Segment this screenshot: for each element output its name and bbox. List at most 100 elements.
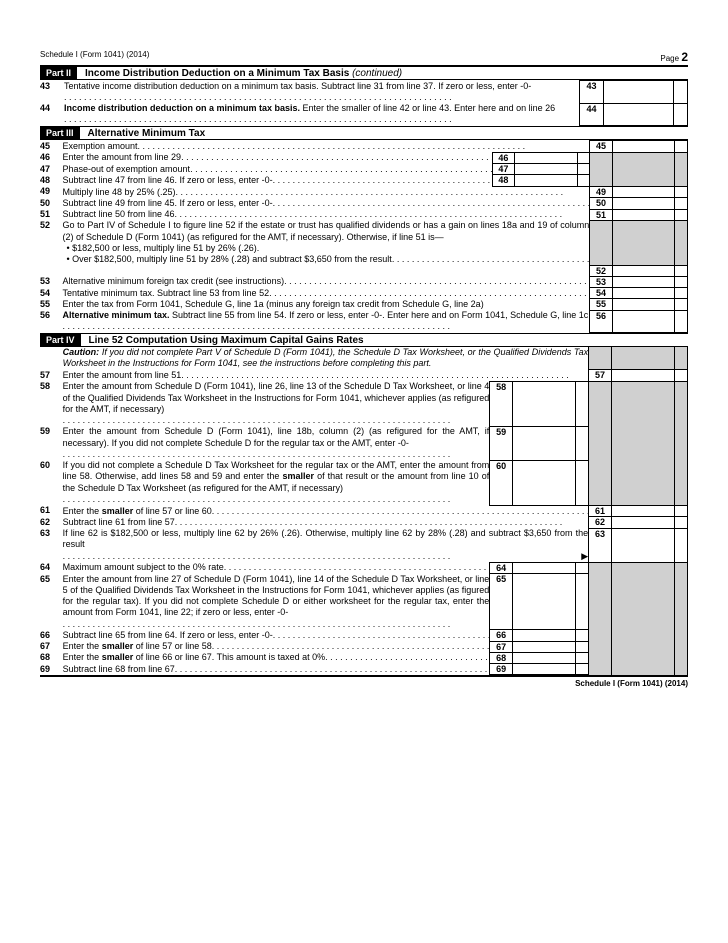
line-46-valb[interactable] bbox=[577, 152, 590, 163]
line-68-valb[interactable] bbox=[576, 652, 589, 663]
line-46-val[interactable] bbox=[515, 152, 578, 163]
line-68-no: 68 bbox=[40, 652, 63, 663]
line-65-box: 65 bbox=[490, 574, 513, 630]
line-45-no: 45 bbox=[40, 141, 62, 153]
line-43-desc: Tentative income distribution deduction … bbox=[64, 81, 580, 104]
line-68-val[interactable] bbox=[513, 652, 576, 663]
line-48-box: 48 bbox=[492, 175, 515, 186]
line-54-desc: Tentative minimum tax. Subtract line 53 … bbox=[62, 288, 589, 299]
line-55-no: 55 bbox=[40, 299, 62, 310]
line-57-no: 57 bbox=[40, 370, 63, 382]
line-44-valb[interactable] bbox=[674, 103, 688, 126]
line-53-no: 53 bbox=[40, 276, 62, 287]
line-46-desc: Enter the amount from line 29 bbox=[62, 152, 492, 163]
line-69-valb[interactable] bbox=[576, 664, 589, 675]
line-63-val[interactable] bbox=[611, 528, 674, 562]
line-56-valb[interactable] bbox=[675, 310, 688, 333]
line-58-desc: Enter the amount from Schedule D (Form 1… bbox=[63, 381, 490, 426]
line-59-valb[interactable] bbox=[576, 426, 589, 460]
line-61-valb[interactable] bbox=[675, 505, 688, 517]
line-51-val[interactable] bbox=[612, 209, 675, 220]
line-61-val[interactable] bbox=[611, 505, 674, 517]
line-51-valb[interactable] bbox=[675, 209, 688, 220]
line-55-valb[interactable] bbox=[675, 299, 688, 310]
line-60-box: 60 bbox=[490, 460, 513, 505]
line-66-box: 66 bbox=[490, 630, 513, 641]
shade-46 bbox=[590, 152, 613, 186]
line-67-val[interactable] bbox=[513, 641, 576, 652]
line-64-valb[interactable] bbox=[576, 562, 589, 573]
line-48-no: 48 bbox=[40, 175, 62, 186]
line-59-desc: Enter the amount from Schedule D (Form 1… bbox=[63, 426, 490, 460]
line-58-val[interactable] bbox=[513, 381, 576, 426]
line-62-val[interactable] bbox=[611, 517, 674, 528]
line-61-box: 61 bbox=[589, 505, 612, 517]
line-61-desc: Enter the smaller of line 57 or line 60 bbox=[63, 505, 589, 517]
line-65-valb[interactable] bbox=[576, 574, 589, 630]
line-57-valb[interactable] bbox=[675, 370, 688, 382]
line-64-no: 64 bbox=[40, 562, 63, 573]
line-45-valb[interactable] bbox=[675, 141, 688, 153]
line-52-box: 52 bbox=[590, 265, 613, 276]
line-60-val[interactable] bbox=[513, 460, 576, 505]
line-67-no: 67 bbox=[40, 641, 63, 652]
line-62-desc: Subtract line 61 from line 57 bbox=[63, 517, 589, 528]
line-44-val[interactable] bbox=[604, 103, 674, 126]
line-45-val[interactable] bbox=[612, 141, 675, 153]
line-43-val[interactable] bbox=[604, 81, 674, 104]
line-69-box: 69 bbox=[490, 664, 513, 675]
line-59-val[interactable] bbox=[513, 426, 576, 460]
line-53-valb[interactable] bbox=[675, 276, 688, 287]
form-footer: Schedule I (Form 1041) (2014) bbox=[40, 677, 688, 688]
line-57-desc: Enter the amount from line 51 bbox=[63, 370, 589, 382]
line-62-valb[interactable] bbox=[675, 517, 688, 528]
line-64-box: 64 bbox=[490, 562, 513, 573]
line-69-val[interactable] bbox=[513, 664, 576, 675]
line-51-box: 51 bbox=[590, 209, 613, 220]
line-60-desc: If you did not complete a Schedule D Tax… bbox=[63, 460, 490, 505]
form-header: Schedule I (Form 1041) (2014) Page 2 bbox=[40, 50, 688, 66]
line-48-desc: Subtract line 47 from line 46. If zero o… bbox=[62, 175, 492, 186]
line-66-val[interactable] bbox=[513, 630, 576, 641]
line-64-val[interactable] bbox=[513, 562, 576, 573]
line-55-val[interactable] bbox=[612, 299, 675, 310]
line-58-box: 58 bbox=[490, 381, 513, 426]
part2-table: 43 Tentative income distribution deducti… bbox=[40, 80, 688, 126]
line-67-valb[interactable] bbox=[576, 641, 589, 652]
line-47-valb[interactable] bbox=[577, 164, 590, 175]
line-47-val[interactable] bbox=[515, 164, 578, 175]
part2-label: Part II bbox=[40, 67, 77, 79]
line-66-no: 66 bbox=[40, 630, 63, 641]
line-46-box: 46 bbox=[492, 152, 515, 163]
line-50-no: 50 bbox=[40, 198, 62, 209]
line-58-no: 58 bbox=[40, 381, 63, 426]
line-52-valb[interactable] bbox=[675, 265, 688, 276]
line-50-val[interactable] bbox=[612, 198, 675, 209]
line-49-desc: Multiply line 48 by 25% (.25) bbox=[62, 186, 589, 198]
line-60-valb[interactable] bbox=[576, 460, 589, 505]
line-53-val[interactable] bbox=[612, 276, 675, 287]
line-65-val[interactable] bbox=[513, 574, 576, 630]
line-48-valb[interactable] bbox=[577, 175, 590, 186]
line-43-valb[interactable] bbox=[674, 81, 688, 104]
form-id: Schedule I (Form 1041) (2014) bbox=[40, 50, 149, 64]
line-62-no: 62 bbox=[40, 517, 63, 528]
line-58-valb[interactable] bbox=[576, 381, 589, 426]
line-61-no: 61 bbox=[40, 505, 63, 517]
line-66-valb[interactable] bbox=[576, 630, 589, 641]
line-49-valb[interactable] bbox=[675, 186, 688, 198]
line-54-val[interactable] bbox=[612, 288, 675, 299]
line-63-box: 63 bbox=[589, 528, 612, 562]
line-65-desc: Enter the amount from line 27 of Schedul… bbox=[63, 574, 490, 630]
line-63-desc: If line 62 is $182,500 or less, multiply… bbox=[63, 528, 589, 562]
line-50-valb[interactable] bbox=[675, 198, 688, 209]
line-63-valb[interactable] bbox=[675, 528, 688, 562]
line-56-box: 56 bbox=[590, 310, 613, 333]
line-57-val[interactable] bbox=[611, 370, 674, 382]
line-43-box: 43 bbox=[580, 81, 604, 104]
line-48-val[interactable] bbox=[515, 175, 578, 186]
line-56-val[interactable] bbox=[612, 310, 675, 333]
line-54-valb[interactable] bbox=[675, 288, 688, 299]
line-49-val[interactable] bbox=[612, 186, 675, 198]
line-52-val[interactable] bbox=[612, 265, 675, 276]
